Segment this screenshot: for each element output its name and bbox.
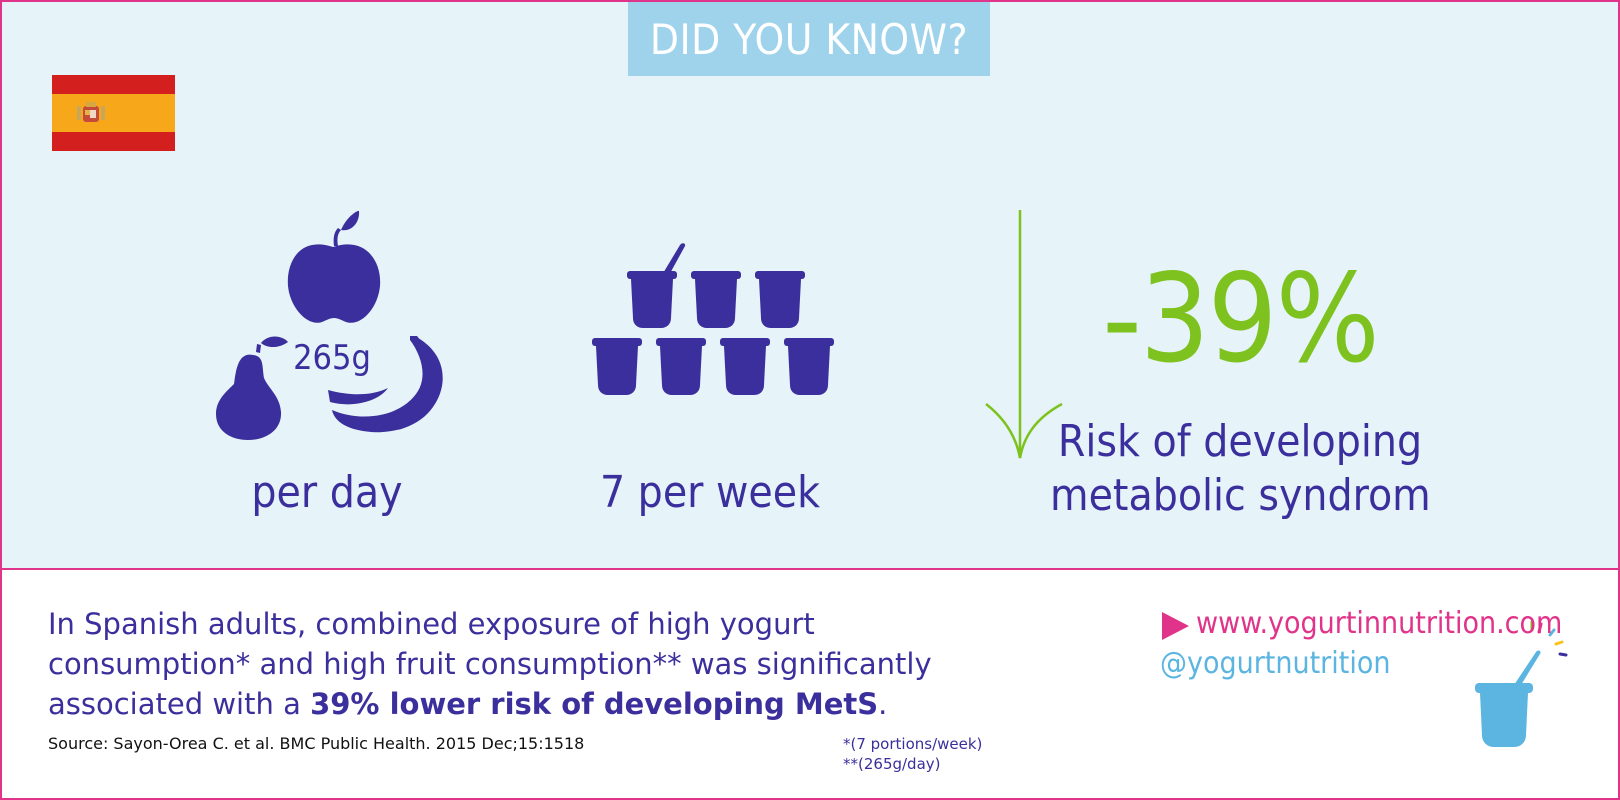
summary-line3-suffix: .: [878, 687, 888, 721]
risk-label: Risk of developing metabolic syndrom: [1050, 415, 1431, 523]
down-arrow-icon: [985, 210, 1063, 459]
yogurt-frequency-label: 7 per week: [599, 467, 821, 518]
footnote-yogurt: *(7 portions/week): [843, 735, 983, 753]
footnote-fruit: **(265g/day): [843, 755, 941, 773]
risk-reduction-value: -39%: [1102, 248, 1380, 390]
summary-line3-prefix: associated with a: [48, 687, 311, 721]
did-you-know-banner: DID YOU KNOW?: [628, 2, 990, 76]
fruit-amount: 265g: [293, 338, 371, 378]
yogurt-cup-icon: [755, 271, 805, 328]
yogurt-cup-icon: [592, 338, 642, 395]
play-arrow-icon: [1162, 612, 1189, 640]
yogurt-spoon-icon: [662, 243, 686, 277]
yogurt-splash-icon: [1475, 620, 1568, 747]
risk-label-line1: Risk of developing: [1057, 416, 1423, 467]
yogurt-cup-icon: [627, 271, 677, 328]
risk-label-line2: metabolic syndrom: [1050, 470, 1431, 521]
yogurt-cup-icon: [720, 338, 770, 395]
yogurt-cup-icon: [691, 271, 741, 328]
summary-highlight: 39% lower risk of developing MetS: [310, 687, 879, 721]
yogurt-cups-group: [592, 243, 834, 395]
twitter-handle-link[interactable]: @yogurtnutrition: [1160, 646, 1391, 681]
yogurt-cup-icon: [784, 338, 834, 395]
yogurt-cup-icon: [656, 338, 706, 395]
banana-icon: [328, 336, 443, 433]
summary-line1: In Spanish adults, combined exposure of …: [48, 607, 815, 641]
fruit-frequency-label: per day: [251, 467, 403, 518]
apple-icon: [287, 210, 381, 323]
summary-text: In Spanish adults, combined exposure of …: [48, 604, 1128, 724]
summary-line2: consumption* and high fruit consumption*…: [48, 647, 932, 681]
pear-icon: [216, 336, 288, 440]
source-citation: Source: Sayon-Orea C. et al. BMC Public …: [48, 734, 585, 753]
summary-line3: associated with a 39% lower risk of deve…: [48, 684, 1128, 724]
website-link[interactable]: www.yogurtinnutrition.com: [1196, 606, 1563, 641]
spain-flag-icon: [52, 75, 175, 151]
top-panel: [2, 2, 1618, 570]
